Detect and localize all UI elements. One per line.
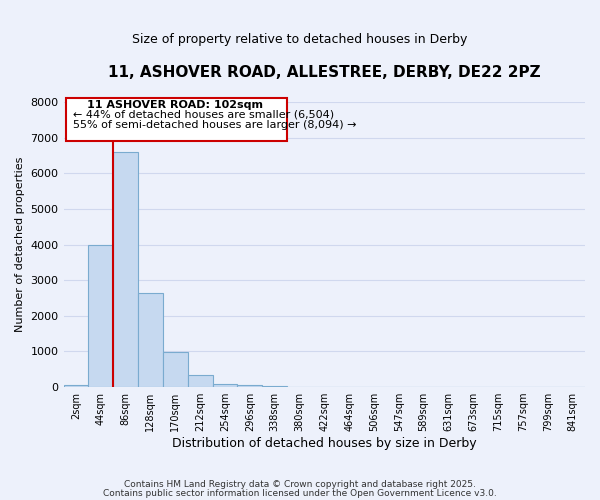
Bar — [113, 152, 138, 387]
X-axis label: Distribution of detached houses by size in Derby: Distribution of detached houses by size … — [172, 437, 476, 450]
FancyBboxPatch shape — [66, 98, 287, 141]
Bar — [163, 352, 188, 387]
Text: 55% of semi-detached houses are larger (8,094) →: 55% of semi-detached houses are larger (… — [73, 120, 357, 130]
Bar — [262, 386, 287, 387]
Bar — [212, 384, 238, 387]
Text: ← 44% of detached houses are smaller (6,504): ← 44% of detached houses are smaller (6,… — [73, 109, 335, 119]
Bar — [138, 292, 163, 387]
Text: 11 ASHOVER ROAD: 102sqm: 11 ASHOVER ROAD: 102sqm — [87, 100, 263, 110]
Bar — [188, 376, 212, 387]
Bar — [64, 386, 88, 387]
Text: Contains public sector information licensed under the Open Government Licence v3: Contains public sector information licen… — [103, 488, 497, 498]
Text: Size of property relative to detached houses in Derby: Size of property relative to detached ho… — [133, 32, 467, 46]
Bar — [88, 244, 113, 387]
Text: Contains HM Land Registry data © Crown copyright and database right 2025.: Contains HM Land Registry data © Crown c… — [124, 480, 476, 489]
Y-axis label: Number of detached properties: Number of detached properties — [15, 157, 25, 332]
Bar — [238, 386, 262, 387]
Title: 11, ASHOVER ROAD, ALLESTREE, DERBY, DE22 2PZ: 11, ASHOVER ROAD, ALLESTREE, DERBY, DE22… — [108, 65, 541, 80]
